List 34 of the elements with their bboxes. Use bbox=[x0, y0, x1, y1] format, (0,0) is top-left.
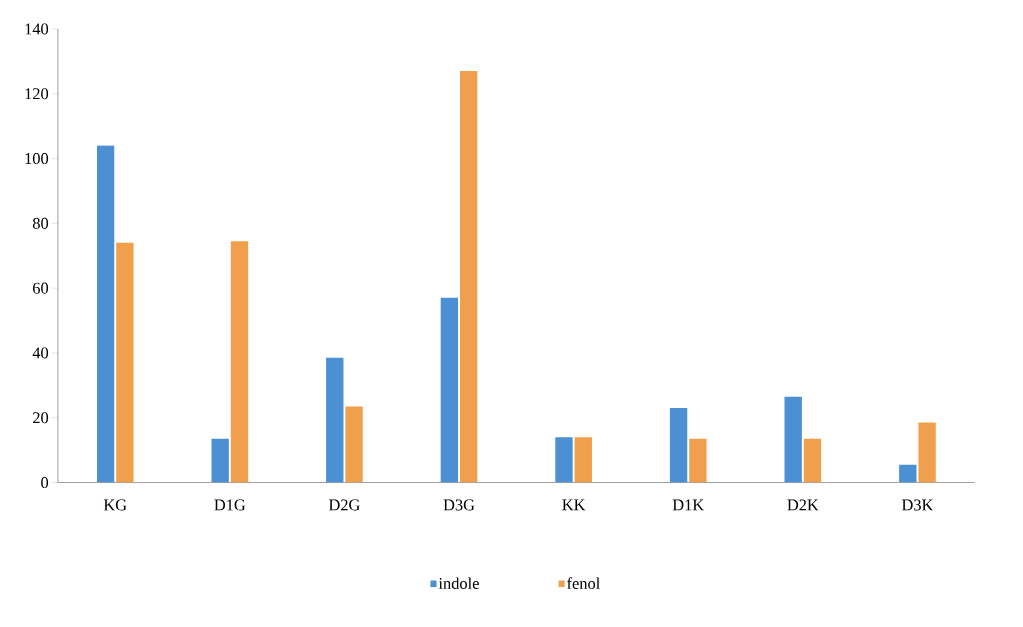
y-tick-label: 20 bbox=[33, 412, 49, 424]
bar bbox=[899, 464, 917, 483]
x-tick-label: D2G bbox=[328, 499, 360, 511]
bar bbox=[96, 145, 115, 483]
bar bbox=[555, 437, 573, 483]
bar bbox=[440, 297, 459, 483]
bar bbox=[345, 406, 363, 483]
y-tick-label: 140 bbox=[25, 23, 49, 35]
bar bbox=[574, 437, 592, 483]
legend-label: indole bbox=[438, 577, 479, 589]
x-tick-label: D2K bbox=[787, 499, 819, 511]
y-tick-label: 0 bbox=[41, 476, 49, 488]
y-tick-label: 100 bbox=[25, 152, 49, 164]
bar bbox=[460, 70, 478, 483]
bar bbox=[689, 438, 707, 483]
legend-label: fenol bbox=[567, 577, 600, 589]
bar bbox=[803, 438, 822, 483]
bar bbox=[230, 241, 249, 483]
bar bbox=[784, 396, 802, 483]
y-tick-label: 120 bbox=[25, 88, 49, 100]
bar bbox=[918, 422, 936, 483]
x-tick-label: D3G bbox=[443, 499, 475, 511]
y-tick-label: 80 bbox=[32, 217, 49, 229]
x-tick-label: D3K bbox=[901, 499, 934, 511]
x-tick-label: KG bbox=[103, 499, 127, 511]
y-tick-label: 60 bbox=[33, 282, 49, 294]
bar bbox=[211, 438, 229, 483]
x-tick-label: D1G bbox=[214, 499, 246, 511]
bar bbox=[326, 357, 344, 483]
bar bbox=[116, 242, 134, 483]
y-tick-label: 40 bbox=[32, 347, 49, 359]
bar bbox=[669, 407, 688, 483]
x-tick-label: KK bbox=[562, 499, 586, 511]
x-tick-label: D1K bbox=[672, 499, 705, 511]
